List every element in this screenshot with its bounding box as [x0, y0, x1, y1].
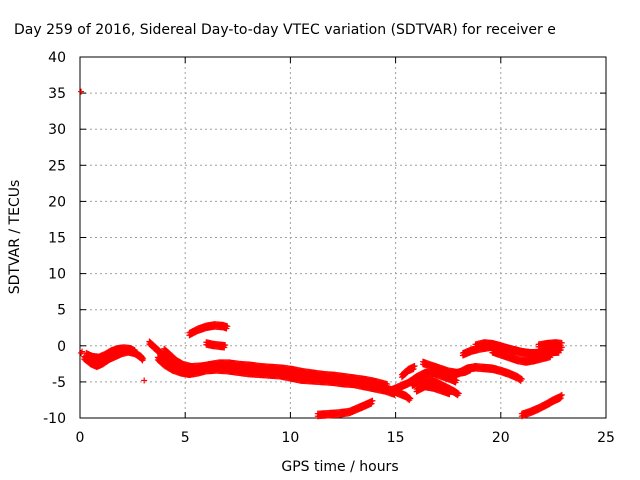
y-tick-label: 5 — [57, 303, 66, 319]
data-point — [368, 400, 375, 407]
data-point — [556, 395, 563, 402]
x-tick-label: 15 — [387, 430, 405, 446]
data-point — [447, 389, 454, 396]
data-point — [548, 351, 555, 358]
data-points — [78, 88, 565, 420]
y-tick-label: -5 — [52, 375, 66, 391]
data-point — [557, 395, 564, 402]
y-tick-label: 0 — [57, 339, 66, 355]
y-tick-label: 40 — [48, 50, 66, 66]
data-point — [558, 391, 565, 398]
data-point — [79, 348, 86, 355]
y-tick-label: 20 — [48, 194, 66, 210]
x-tick-label: 10 — [281, 430, 299, 446]
data-point — [558, 339, 565, 346]
data-point — [518, 376, 525, 383]
y-tick-label: 10 — [48, 267, 66, 283]
axis-ticks: 0 5 10 15 20 25 -10 -5 0 5 10 15 20 25 30 35 40 — [43, 50, 615, 446]
x-axis-label: GPS time / hours — [281, 459, 398, 475]
data-point — [222, 342, 229, 349]
y-tick-label: 35 — [48, 86, 66, 102]
data-point — [407, 395, 414, 402]
data-point — [78, 350, 85, 357]
data-point — [131, 347, 138, 354]
chart-title: Day 259 of 2016, Sidereal Day-to-day VTE… — [14, 22, 556, 38]
y-tick-label: 25 — [48, 158, 66, 174]
x-tick-label: 0 — [76, 430, 85, 446]
data-point — [140, 355, 147, 362]
data-point — [369, 397, 376, 404]
data-point — [384, 381, 391, 388]
data-point — [411, 363, 418, 370]
data-point — [547, 354, 554, 361]
y-tick-label: 15 — [48, 231, 66, 247]
data-point — [141, 377, 148, 384]
y-tick-label: 30 — [48, 122, 66, 138]
x-tick-label: 20 — [492, 430, 510, 446]
data-point — [224, 323, 231, 330]
data-point — [555, 349, 562, 356]
data-point — [453, 377, 460, 384]
data-point — [410, 365, 417, 372]
y-axis-label: SDTVAR / TECUs — [7, 180, 23, 295]
data-point — [455, 390, 462, 397]
x-tick-label: 5 — [181, 430, 190, 446]
y-tick-label: -10 — [43, 411, 66, 427]
x-tick-label: 25 — [597, 430, 615, 446]
data-point — [78, 88, 85, 95]
